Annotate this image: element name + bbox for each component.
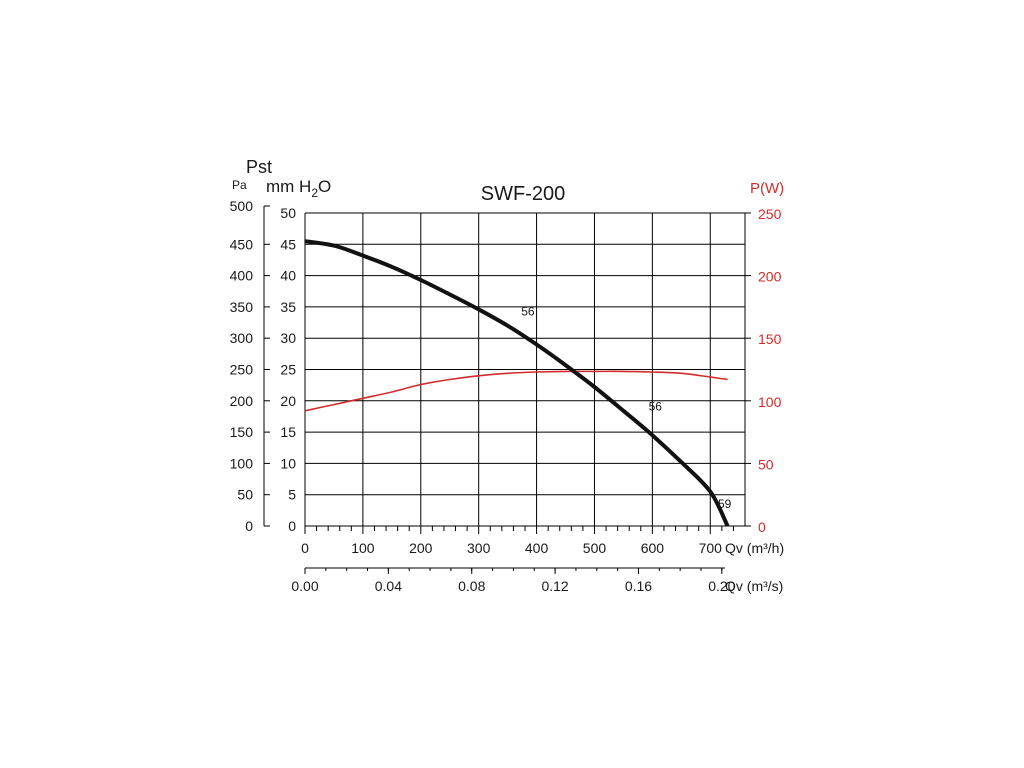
y-pa-tick-label: 450 bbox=[230, 236, 254, 252]
x-m3h-tick-label: 0 bbox=[301, 540, 309, 556]
pressure-curve bbox=[304, 239, 730, 527]
y-mm-tick-label: 15 bbox=[280, 424, 296, 440]
y-mm-tick-label: 0 bbox=[288, 518, 296, 534]
y-pa-tick-label: 300 bbox=[230, 330, 254, 346]
axes bbox=[263, 205, 751, 574]
grid-lines bbox=[304, 212, 746, 527]
y-pa-tick-label: 500 bbox=[230, 198, 254, 214]
y-pa-tick-label: 150 bbox=[230, 424, 254, 440]
x-m3h-tick-label: 700 bbox=[699, 540, 723, 556]
x-m3s-tick-label: 0.12 bbox=[541, 578, 568, 594]
y-mm-tick-label: 10 bbox=[280, 455, 296, 471]
y-pa-tick-label: 350 bbox=[230, 299, 254, 315]
y-pa-tick-label: 50 bbox=[237, 487, 253, 503]
y-mm-tick-label: 35 bbox=[280, 299, 296, 315]
x-m3h-tick-label: 400 bbox=[525, 540, 549, 556]
y-left-mm-label-pre: mm H bbox=[266, 177, 311, 196]
y-right-tick-label: 100 bbox=[758, 394, 782, 410]
x-m3h-tick-label: 500 bbox=[583, 540, 607, 556]
annotations: 56 56 59 bbox=[521, 304, 731, 511]
y-mm-tick-label: 30 bbox=[280, 330, 296, 346]
x-m3s-tick-label: 0.16 bbox=[625, 578, 652, 594]
y-mm-tick-label: 5 bbox=[288, 487, 296, 503]
series-group bbox=[304, 239, 730, 527]
y-mm-tick-label: 20 bbox=[280, 393, 296, 409]
y-left-mm-label: mm H2O bbox=[266, 177, 331, 200]
y-right-tick-label: 200 bbox=[758, 269, 782, 285]
x-m3s-tick-label: 0.04 bbox=[375, 578, 402, 594]
power-curve bbox=[304, 370, 728, 412]
y-right-tick-label: 150 bbox=[758, 331, 782, 347]
y-mm-tick-label: 40 bbox=[280, 268, 296, 284]
x-m3h-tick-label: 200 bbox=[409, 540, 433, 556]
x-m3h-tick-label: 600 bbox=[641, 540, 665, 556]
y-right-tick-label: 50 bbox=[758, 456, 774, 472]
y-left-mm-label-sub: 2 bbox=[311, 186, 318, 200]
x-m3s-axis-label: Qv (m³/s) bbox=[725, 578, 783, 594]
tick-labels: 0501001502002503003504004505000510152025… bbox=[230, 198, 782, 594]
y-mm-tick-label: 45 bbox=[280, 236, 296, 252]
y-left-pa-label: Pa bbox=[232, 178, 247, 192]
y-pa-tick-label: 400 bbox=[230, 268, 254, 284]
y-right-tick-label: 250 bbox=[758, 206, 782, 222]
x-m3s-tick-label: 0.20 bbox=[708, 578, 735, 594]
x-m3h-axis-label: Qv (m³/h) bbox=[725, 540, 784, 556]
y-pa-tick-label: 250 bbox=[230, 362, 254, 378]
x-m3s-tick-label: 0.08 bbox=[458, 578, 485, 594]
y-pa-tick-label: 200 bbox=[230, 393, 254, 409]
y-mm-tick-label: 50 bbox=[280, 205, 296, 221]
y-right-label: P(W) bbox=[750, 180, 784, 197]
x-m3s-tick-label: 0.00 bbox=[291, 578, 318, 594]
y-right-tick-label: 0 bbox=[758, 519, 766, 535]
y-left-pst-label: Pst bbox=[246, 157, 272, 177]
y-left-mm-label-post: O bbox=[318, 177, 331, 196]
curve-annotation: 59 bbox=[718, 497, 732, 511]
y-mm-tick-label: 25 bbox=[280, 362, 296, 378]
y-pa-tick-label: 0 bbox=[245, 518, 253, 534]
chart-title: SWF-200 bbox=[481, 183, 565, 205]
curve-annotation: 56 bbox=[521, 304, 535, 318]
x-m3h-tick-label: 300 bbox=[467, 540, 491, 556]
x-m3h-tick-label: 100 bbox=[351, 540, 375, 556]
y-pa-tick-label: 100 bbox=[230, 455, 254, 471]
curve-annotation: 56 bbox=[649, 400, 663, 414]
